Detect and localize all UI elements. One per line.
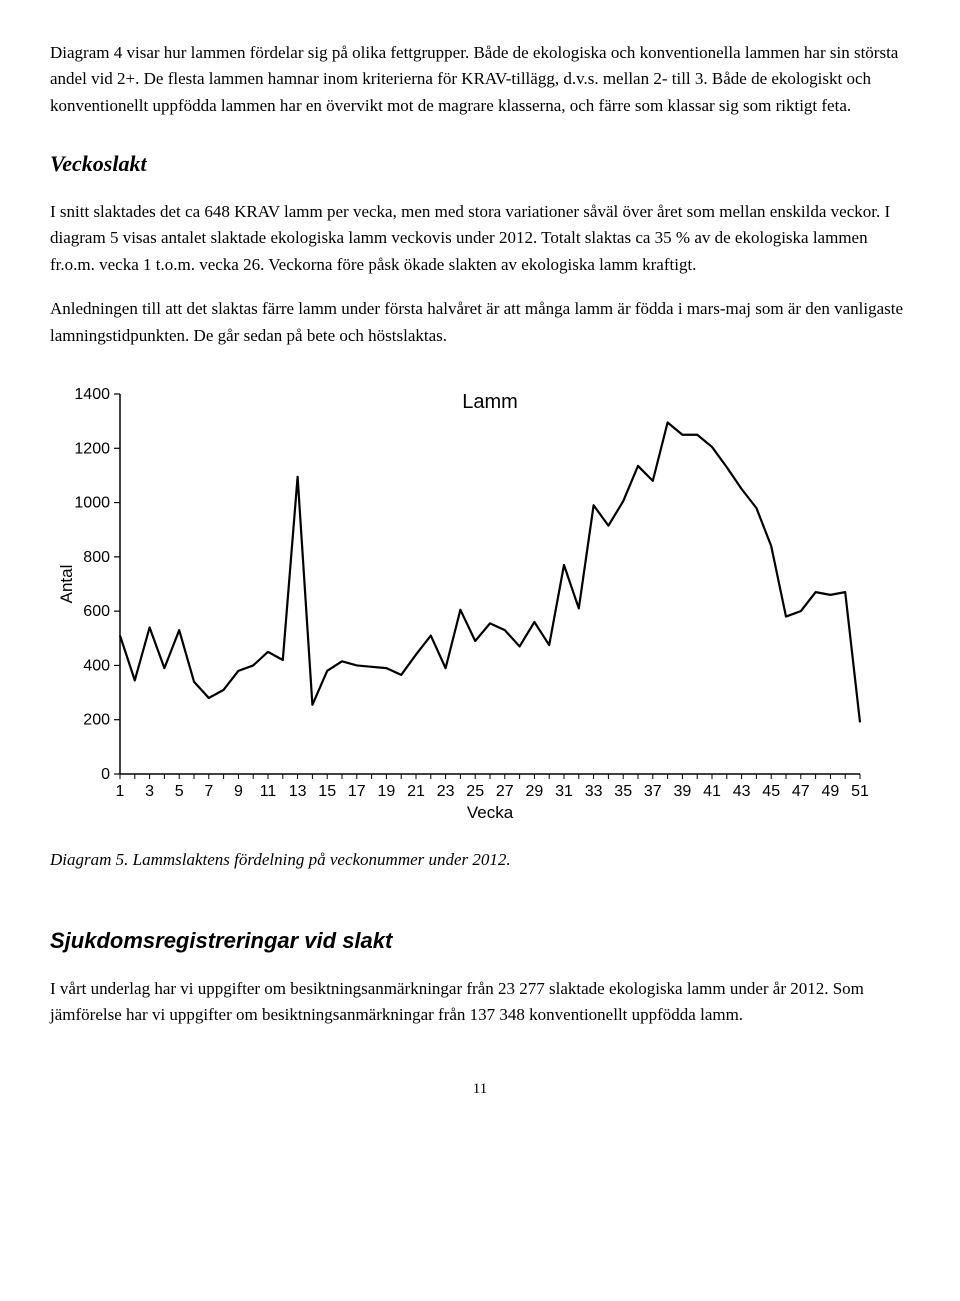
svg-text:41: 41 xyxy=(703,783,721,800)
svg-text:Lamm: Lamm xyxy=(462,391,518,413)
svg-text:1200: 1200 xyxy=(74,440,110,457)
svg-text:27: 27 xyxy=(496,783,514,800)
svg-text:31: 31 xyxy=(555,783,573,800)
svg-text:0: 0 xyxy=(101,766,110,783)
heading-sjukdom: Sjukdomsregistreringar vid slakt xyxy=(50,924,910,958)
paragraph-4: I vårt underlag har vi uppgifter om besi… xyxy=(50,976,910,1029)
svg-text:200: 200 xyxy=(83,712,110,729)
svg-text:13: 13 xyxy=(289,783,307,800)
svg-text:3: 3 xyxy=(145,783,154,800)
svg-text:47: 47 xyxy=(792,783,810,800)
svg-text:1000: 1000 xyxy=(74,494,110,511)
svg-text:9: 9 xyxy=(234,783,243,800)
svg-text:21: 21 xyxy=(407,783,425,800)
svg-text:35: 35 xyxy=(614,783,632,800)
page-number: 11 xyxy=(50,1078,910,1101)
paragraph-3: Anledningen till att det slaktas färre l… xyxy=(50,296,910,349)
svg-text:49: 49 xyxy=(822,783,840,800)
svg-text:1: 1 xyxy=(116,783,125,800)
svg-text:43: 43 xyxy=(733,783,751,800)
svg-text:45: 45 xyxy=(762,783,780,800)
svg-text:51: 51 xyxy=(851,783,869,800)
svg-text:5: 5 xyxy=(175,783,184,800)
chart-caption: Diagram 5. Lammslaktens fördelning på ve… xyxy=(50,847,910,873)
svg-text:800: 800 xyxy=(83,549,110,566)
svg-text:25: 25 xyxy=(466,783,484,800)
svg-text:39: 39 xyxy=(674,783,692,800)
heading-veckoslakt: Veckoslakt xyxy=(50,147,910,181)
svg-text:600: 600 xyxy=(83,603,110,620)
svg-text:1400: 1400 xyxy=(74,386,110,403)
svg-text:11: 11 xyxy=(260,783,277,800)
svg-text:15: 15 xyxy=(318,783,336,800)
svg-text:17: 17 xyxy=(348,783,366,800)
paragraph-2: I snitt slaktades det ca 648 KRAV lamm p… xyxy=(50,199,910,278)
chart-svg: 0200400600800100012001400135791113151719… xyxy=(50,379,870,829)
svg-text:33: 33 xyxy=(585,783,603,800)
svg-text:29: 29 xyxy=(526,783,544,800)
svg-text:23: 23 xyxy=(437,783,455,800)
paragraph-1: Diagram 4 visar hur lammen fördelar sig … xyxy=(50,40,910,119)
svg-text:37: 37 xyxy=(644,783,662,800)
svg-text:Antal: Antal xyxy=(57,564,76,603)
svg-text:Vecka: Vecka xyxy=(467,803,514,822)
svg-text:19: 19 xyxy=(378,783,396,800)
svg-text:400: 400 xyxy=(83,657,110,674)
svg-text:7: 7 xyxy=(204,783,213,800)
line-chart-lamm: 0200400600800100012001400135791113151719… xyxy=(50,379,910,837)
